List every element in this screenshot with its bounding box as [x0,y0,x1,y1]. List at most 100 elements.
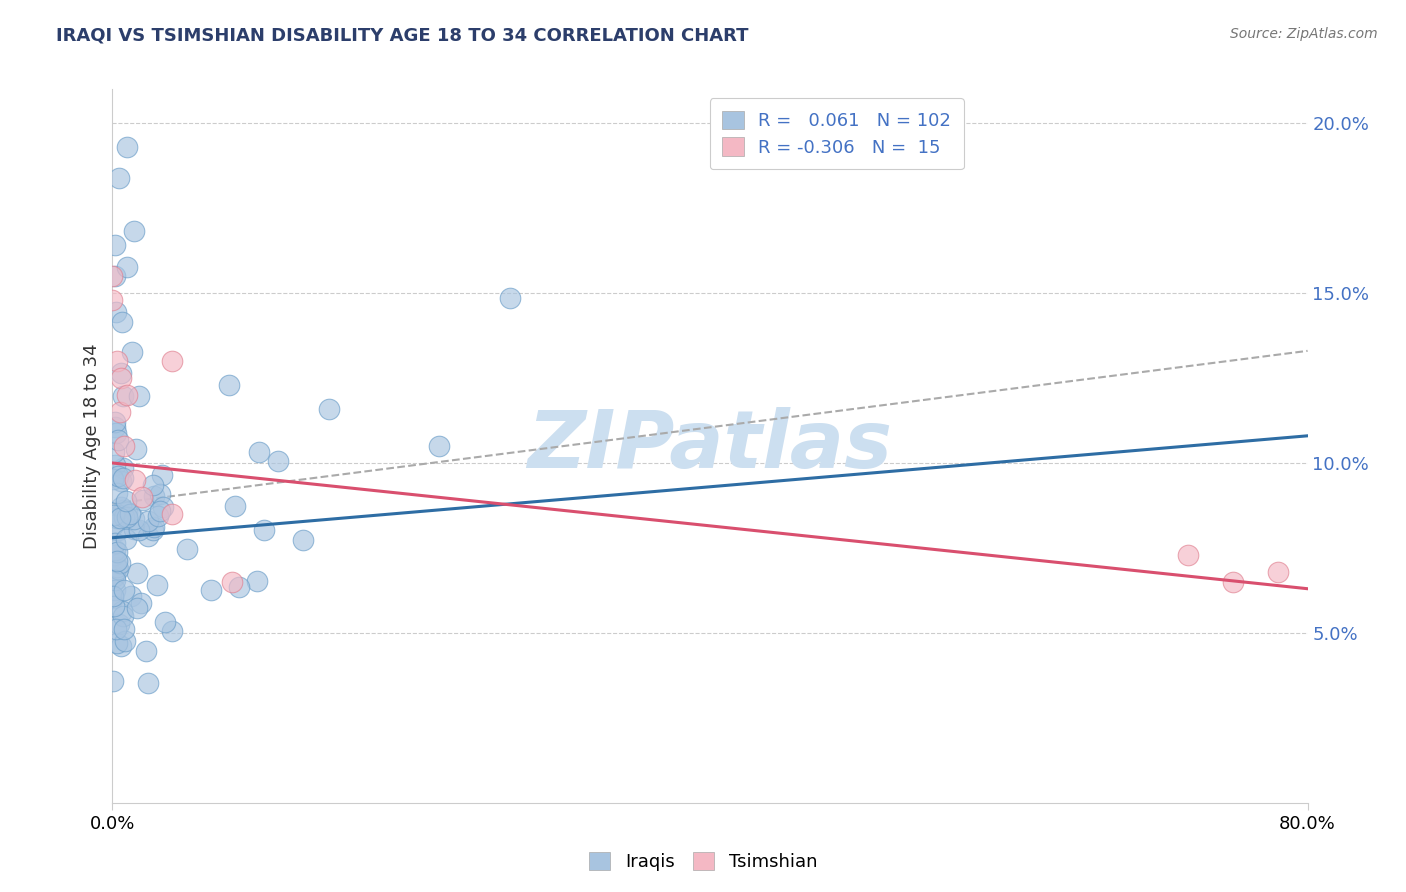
Point [131,490,153,504]
Point [122,512,145,526]
Point [107,171,129,186]
Point [114,439,135,453]
Point [112,622,135,636]
Point [152,500,174,515]
Point [120,507,142,521]
Point [224,499,246,513]
Point [117,388,139,402]
Point [117,140,139,154]
Point [162,507,183,521]
Point [110,366,132,380]
Point [110,474,132,488]
Point [150,467,173,482]
Point [115,505,138,519]
Point [103,569,125,583]
Point [146,577,169,591]
Point [120,589,142,603]
Legend: R =   0.061   N = 102, R = -0.306   N =  15: R = 0.061 N = 102, R = -0.306 N = 15 [710,98,965,169]
Point [200,583,222,598]
Point [103,591,125,606]
Point [101,517,124,532]
Point [104,269,127,284]
Point [122,223,145,237]
Point [101,472,124,486]
Point [221,574,243,589]
Point [101,269,124,284]
Point [107,524,129,538]
Point [135,643,157,657]
Point [105,354,128,368]
Point [121,344,143,359]
Point [117,510,139,524]
Point [112,389,135,403]
Point [125,442,148,456]
Point [110,500,132,514]
Point [105,425,128,440]
Point [267,454,290,468]
Text: IRAQI VS TSIMSHIAN DISABILITY AGE 18 TO 34 CORRELATION CHART: IRAQI VS TSIMSHIAN DISABILITY AGE 18 TO … [56,27,749,45]
Point [112,471,135,485]
Point [1222,574,1244,589]
Point [246,574,269,588]
Point [103,445,125,459]
Point [104,582,127,597]
Point [136,529,159,543]
Y-axis label: Disability Age 18 to 34: Disability Age 18 to 34 [83,343,101,549]
Point [112,510,135,524]
Point [146,509,169,524]
Point [160,624,183,638]
Point [105,554,128,568]
Point [143,519,166,533]
Point [176,542,198,557]
Point [253,523,276,537]
Point [104,458,127,472]
Point [141,478,163,492]
Point [103,238,125,252]
Point [110,511,132,525]
Text: ZIPatlas: ZIPatlas [527,407,893,485]
Point [104,305,127,319]
Point [104,542,127,557]
Point [112,583,135,598]
Point [318,402,340,417]
Point [111,604,134,618]
Point [104,555,127,569]
Point [105,486,128,500]
Point [107,433,129,447]
Point [153,615,176,629]
Point [107,469,129,483]
Point [101,589,124,603]
Point [128,523,150,537]
Point [108,556,131,570]
Point [228,580,250,594]
Point [136,514,159,528]
Point [149,504,172,518]
Point [107,562,129,576]
Point [112,609,135,624]
Point [103,420,125,434]
Point [101,570,124,584]
Point [104,573,127,587]
Point [114,634,136,648]
Point [129,596,152,610]
Point [104,536,127,550]
Point [122,522,145,536]
Point [1267,565,1289,579]
Point [105,623,128,637]
Point [115,532,138,546]
Point [162,354,183,368]
Point [110,371,132,385]
Point [111,315,134,329]
Point [105,511,128,525]
Point [104,415,127,429]
Point [138,676,160,690]
Text: Source: ZipAtlas.com: Source: ZipAtlas.com [1230,27,1378,41]
Point [218,378,240,392]
Point [128,389,150,403]
Point [115,494,138,508]
Point [105,545,128,559]
Point [108,617,131,632]
Point [112,461,135,475]
Point [427,439,450,453]
Point [103,508,125,522]
